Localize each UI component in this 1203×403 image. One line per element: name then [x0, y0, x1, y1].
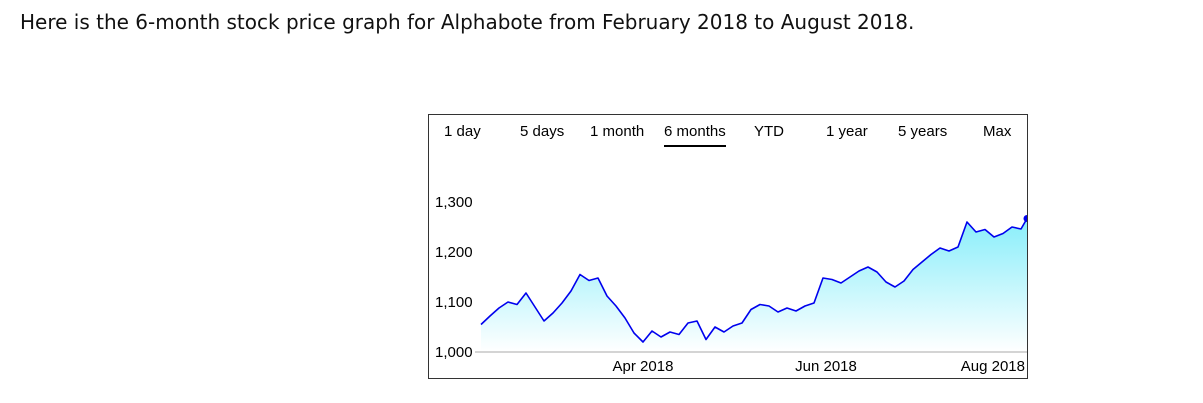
price-area — [481, 218, 1027, 352]
price-line — [480, 218, 1027, 343]
y-tick-label: 1,300 — [435, 194, 473, 211]
tab-5-days[interactable]: 5 days — [520, 123, 565, 140]
caption-text: Here is the 6-month stock price graph fo… — [20, 10, 915, 34]
tab-6-months[interactable]: 6 months — [664, 123, 726, 147]
tab-5-years[interactable]: 5 years — [898, 123, 948, 140]
tab-1-day[interactable]: 1 day — [444, 123, 481, 140]
y-tick-label: 1,200 — [435, 244, 473, 261]
tab-max[interactable]: Max — [983, 123, 1012, 140]
stock-chart: 1 day 5 days 1 month 6 months YTD 1 year… — [428, 114, 1028, 379]
tab-1-month[interactable]: 1 month — [590, 123, 645, 140]
tab-ytd[interactable]: YTD — [754, 123, 784, 140]
range-tabs: 1 day 5 days 1 month 6 months YTD 1 year… — [429, 115, 1027, 155]
x-tick-label: Aug 2018 — [961, 358, 1025, 375]
tab-1-year[interactable]: 1 year — [826, 123, 868, 140]
y-tick-label: 1,000 — [435, 344, 473, 361]
latest-price-marker — [1023, 215, 1027, 222]
price-plot: 1,000 1,100 1,200 1,300 Apr 2018 Jun 2018 Aug … — [435, 194, 1027, 375]
y-tick-label: 1,100 — [435, 294, 473, 311]
x-tick-label: Apr 2018 — [613, 358, 674, 375]
x-tick-label: Jun 2018 — [795, 358, 857, 375]
